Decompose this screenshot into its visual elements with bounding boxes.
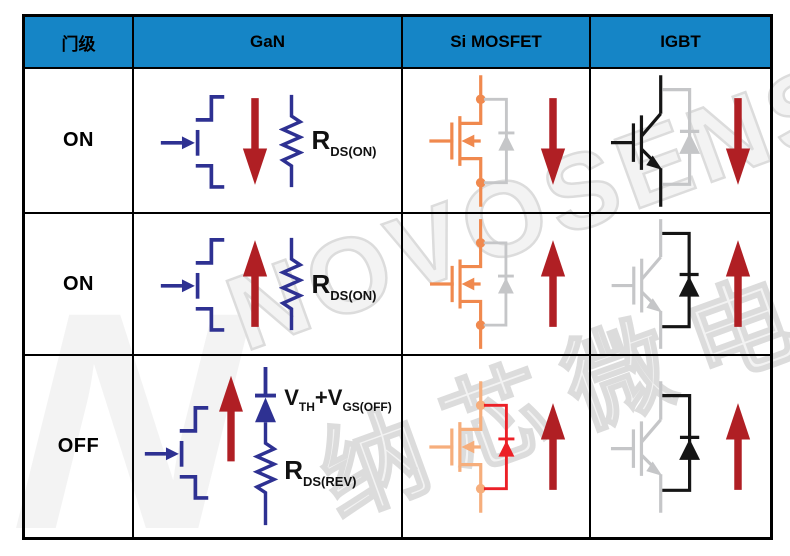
row1-state-cell: ON	[25, 69, 134, 214]
current-up-arrow-icon	[724, 236, 752, 332]
current-up-arrow-icon	[217, 373, 245, 465]
current-up-arrow-icon	[539, 399, 567, 495]
resistor-icon	[279, 93, 304, 189]
row3-igbt-cell	[591, 356, 770, 537]
diode-resistor-branch-icon	[251, 367, 280, 527]
gan-transistor-icon	[159, 89, 227, 193]
igbt-with-diode-icon	[609, 378, 706, 516]
state-label: OFF	[57, 435, 100, 457]
rdsrev-label: RDS(REV)	[284, 454, 357, 489]
gan-transistor-icon	[159, 232, 227, 336]
current-down-arrow-icon	[724, 93, 752, 189]
state-label: ON	[63, 272, 94, 295]
state-label: ON	[63, 129, 94, 151]
row3-state-cell: OFF	[25, 356, 134, 537]
comparison-table: 门级 GaN Si MOSFET IGBT ON RDS(ON)	[22, 14, 773, 540]
current-up-arrow-icon	[241, 236, 269, 332]
row3-simosfet-cell	[403, 356, 591, 537]
header-si-mosfet: Si MOSFET	[403, 17, 591, 69]
mosfet-with-body-diode-icon	[426, 216, 521, 352]
igbt-with-diode-icon	[609, 72, 706, 210]
resistor-icon	[279, 236, 304, 332]
row1-igbt-cell	[591, 69, 770, 214]
gan-transistor-icon	[143, 400, 211, 504]
mosfet-with-body-diode-icon	[426, 378, 521, 516]
rdson-label: RDS(ON)	[311, 125, 377, 159]
current-up-arrow-icon	[539, 236, 567, 332]
row2-state-cell: ON	[25, 214, 134, 356]
header-igbt: IGBT	[591, 17, 770, 69]
row2-igbt-cell	[591, 214, 770, 356]
row1-gan-cell: RDS(ON)	[134, 69, 403, 214]
header-gate-level: 门级	[25, 17, 134, 69]
rdson-label: RDS(ON)	[311, 268, 377, 303]
current-down-arrow-icon	[241, 93, 269, 189]
current-down-arrow-icon	[539, 93, 567, 189]
row1-simosfet-cell	[403, 69, 591, 214]
vth-vgsoff-label: VTH+VGS(OFF)	[284, 384, 392, 414]
row2-simosfet-cell	[403, 214, 591, 356]
current-up-arrow-icon	[724, 399, 752, 495]
igbt-with-diode-icon	[609, 216, 706, 352]
row2-gan-cell: RDS(ON)	[134, 214, 403, 356]
row3-gan-cell: VTH+VGS(OFF) RDS(REV)	[134, 356, 403, 537]
header-gan: GaN	[134, 17, 403, 69]
mosfet-with-body-diode-icon	[426, 72, 521, 210]
